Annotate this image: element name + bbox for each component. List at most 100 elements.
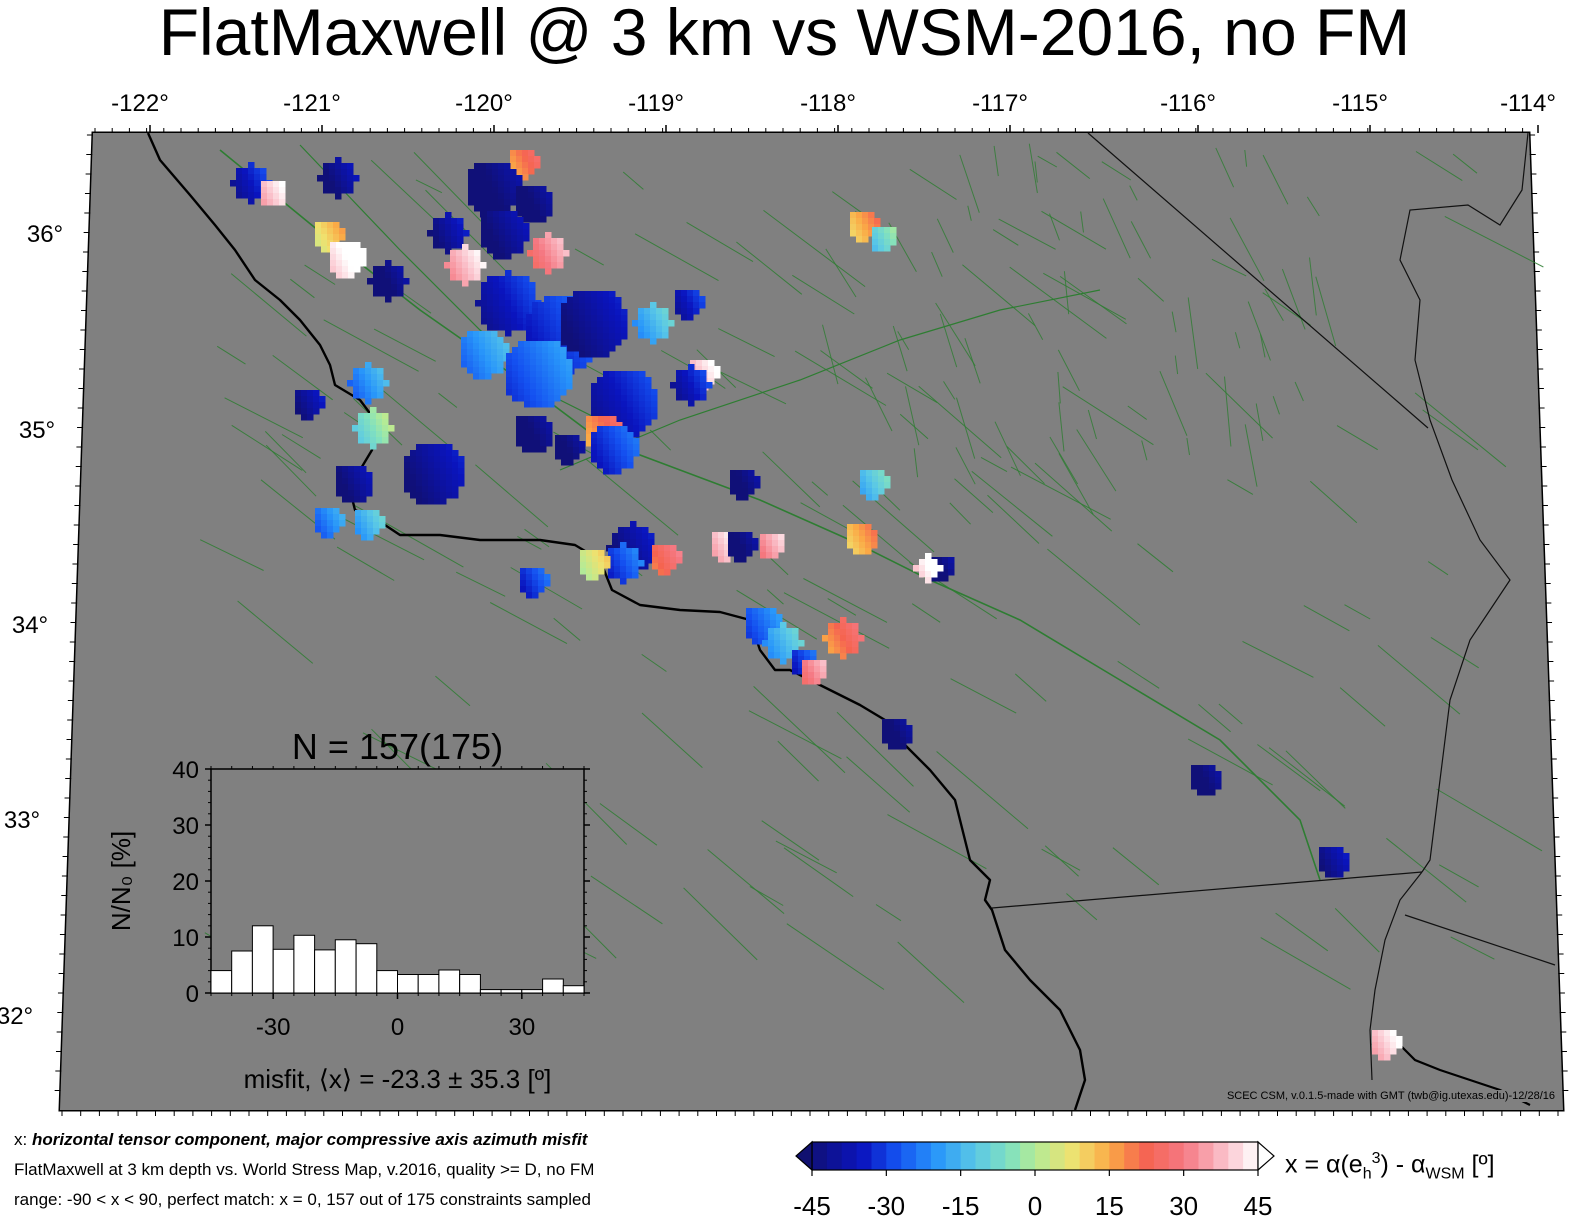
misfit-cell xyxy=(866,476,873,483)
misfit-cell xyxy=(550,320,557,327)
misfit-cell xyxy=(383,380,390,387)
ca-nv-border xyxy=(1087,132,1429,429)
colorbar-tick-label: 0 xyxy=(1028,1191,1042,1217)
misfit-cell xyxy=(524,401,531,408)
misfit-cell xyxy=(872,476,879,483)
misfit-cell xyxy=(597,315,604,322)
misfit-cell xyxy=(487,217,494,224)
misfit-cell xyxy=(615,377,622,384)
misfit-cell xyxy=(878,482,885,489)
colorbar-swatch xyxy=(856,1142,873,1170)
misfit-cell xyxy=(540,192,547,199)
misfit-cell xyxy=(545,232,552,239)
fault xyxy=(1187,738,1273,786)
misfit-cell xyxy=(506,353,513,360)
misfit-cell xyxy=(321,508,328,515)
misfit-cell xyxy=(530,341,537,348)
misfit-cell xyxy=(603,401,610,408)
misfit-cell xyxy=(632,560,639,567)
misfit-cell xyxy=(524,359,531,366)
misfit-cell xyxy=(446,468,453,475)
misfit-cell xyxy=(536,401,543,408)
misfit-cell xyxy=(878,227,885,234)
misfit-cell xyxy=(573,315,580,322)
fault xyxy=(1049,436,1079,485)
misfit-cell xyxy=(639,383,646,390)
misfit-cell xyxy=(931,559,938,566)
misfit-cell xyxy=(627,419,634,426)
misfit-cell xyxy=(397,278,404,285)
fault xyxy=(1127,405,1147,420)
misfit-cell xyxy=(548,401,555,408)
misfit-cell xyxy=(778,534,785,541)
misfit-cell xyxy=(497,355,504,362)
misfit-cell xyxy=(516,416,523,423)
misfit-cell xyxy=(608,548,615,555)
fault xyxy=(455,571,506,597)
misfit-cell xyxy=(586,574,593,581)
misfit-cell xyxy=(862,218,869,225)
misfit-cell xyxy=(267,187,274,194)
misfit-cell xyxy=(758,638,765,645)
misfit-patch xyxy=(882,719,913,750)
misfit-cell xyxy=(540,186,547,193)
misfit-cell xyxy=(615,426,622,433)
misfit-cell xyxy=(327,508,334,515)
fault xyxy=(825,248,857,298)
misfit-cell xyxy=(1319,865,1326,872)
misfit-cell xyxy=(609,345,616,352)
misfit-cell xyxy=(573,303,580,310)
gulf-coast xyxy=(1369,871,1423,1081)
misfit-cell xyxy=(774,640,781,647)
misfit-cell xyxy=(487,235,494,242)
misfit-cell xyxy=(591,309,598,316)
misfit-cell xyxy=(650,314,657,321)
misfit-cell xyxy=(491,361,498,368)
misfit-cell xyxy=(642,539,649,546)
misfit-cell xyxy=(365,374,372,381)
misfit-cell xyxy=(335,193,342,200)
colorbar-swatch xyxy=(1020,1142,1036,1170)
misfit-cell xyxy=(511,318,518,325)
misfit-cell xyxy=(505,330,512,337)
misfit-cell xyxy=(481,288,488,295)
misfit-cell xyxy=(561,339,568,346)
misfit-cell xyxy=(828,641,835,648)
misfit-cell xyxy=(604,562,611,569)
fault xyxy=(980,456,1008,473)
misfit-cell xyxy=(493,306,500,313)
misfit-cell xyxy=(728,532,735,539)
misfit-cell xyxy=(724,532,731,539)
misfit-cell xyxy=(505,241,512,248)
colorbar-swatch xyxy=(1168,1142,1185,1170)
misfit-patch xyxy=(730,470,761,501)
map-graticule-ticks: -122° -121° -120° -119° -118° -117° -116° -115°… xyxy=(0,90,1569,1116)
misfit-cell xyxy=(548,395,555,402)
misfit-cell xyxy=(632,554,639,561)
misfit-cell xyxy=(422,462,429,469)
misfit-cell xyxy=(376,413,383,420)
misfit-cell xyxy=(451,224,458,231)
misfit-cell xyxy=(516,156,523,163)
misfit-cell xyxy=(365,398,372,405)
misfit-patch xyxy=(315,222,346,253)
misfit-cell xyxy=(768,634,775,641)
misfit-cell xyxy=(481,223,488,230)
misfit-cell xyxy=(366,484,373,491)
misfit-cell xyxy=(618,527,625,534)
misfit-cell xyxy=(748,488,755,495)
misfit-cell xyxy=(734,550,741,557)
misfit-cell xyxy=(712,550,719,557)
misfit-cell xyxy=(840,647,847,654)
misfit-cell xyxy=(358,419,365,426)
fault xyxy=(1062,386,1154,446)
misfit-cell xyxy=(410,462,417,469)
misfit-cell xyxy=(377,380,384,387)
fault xyxy=(875,904,902,922)
misfit-cell xyxy=(526,586,533,593)
fault xyxy=(1101,161,1132,181)
misfit-cell xyxy=(336,472,343,479)
misfit-cell xyxy=(740,544,747,551)
misfit-cell xyxy=(534,162,541,169)
misfit-cell xyxy=(884,227,891,234)
